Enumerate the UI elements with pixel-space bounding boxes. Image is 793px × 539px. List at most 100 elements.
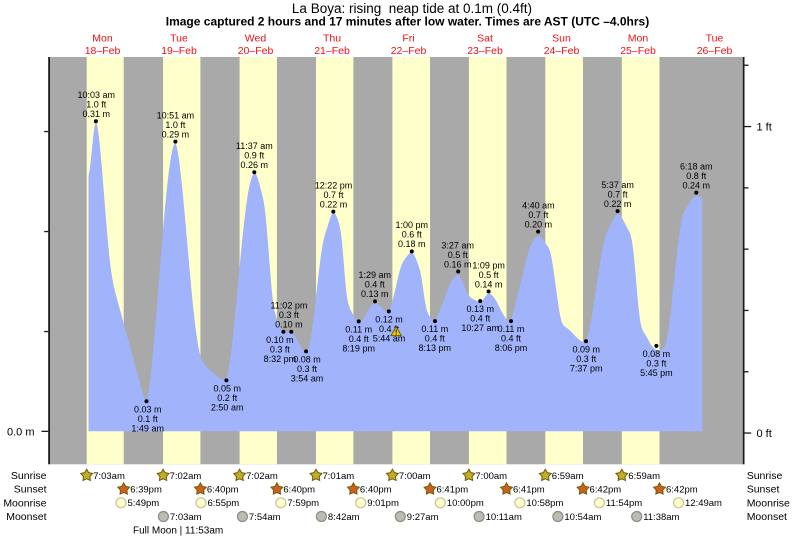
- svg-text:18–Feb: 18–Feb: [85, 45, 121, 57]
- svg-text:Wed: Wed: [245, 33, 267, 45]
- svg-text:0.26 m: 0.26 m: [241, 160, 269, 170]
- svg-text:0.9 ft: 0.9 ft: [244, 151, 265, 161]
- svg-text:6:40pm: 6:40pm: [207, 485, 239, 496]
- svg-text:12:49am: 12:49am: [685, 498, 722, 509]
- svg-text:0.2 ft: 0.2 ft: [217, 393, 238, 403]
- svg-text:3:54 am: 3:54 am: [291, 373, 324, 383]
- svg-text:8:06 pm: 8:06 pm: [495, 343, 528, 353]
- svg-text:0.08 m: 0.08 m: [643, 349, 671, 359]
- svg-text:Sunset: Sunset: [747, 484, 780, 496]
- svg-text:Fri: Fri: [402, 33, 414, 45]
- svg-text:6:41pm: 6:41pm: [513, 485, 545, 496]
- svg-text:Sunrise: Sunrise: [11, 470, 47, 482]
- svg-text:11:02 pm: 11:02 pm: [270, 301, 307, 311]
- svg-text:10:51 am: 10:51 am: [157, 110, 195, 120]
- svg-text:1:00 pm: 1:00 pm: [396, 220, 429, 230]
- svg-text:Moonset: Moonset: [6, 511, 46, 523]
- svg-text:6:42pm: 6:42pm: [666, 485, 698, 496]
- svg-text:10:00pm: 10:00pm: [447, 498, 484, 509]
- svg-text:1.0 ft: 1.0 ft: [86, 100, 107, 110]
- svg-text:0.16 m: 0.16 m: [444, 259, 472, 269]
- svg-text:0.14 m: 0.14 m: [475, 279, 503, 289]
- svg-text:1:09 pm: 1:09 pm: [472, 260, 505, 270]
- svg-text:0.3 ft: 0.3 ft: [576, 354, 597, 364]
- svg-text:8:32 pm: 8:32 pm: [264, 354, 297, 364]
- svg-text:0.8 ft: 0.8 ft: [686, 171, 707, 181]
- svg-text:0.11 m: 0.11 m: [498, 324, 525, 334]
- svg-text:8:42am: 8:42am: [328, 512, 360, 523]
- svg-text:26–Feb: 26–Feb: [697, 45, 733, 57]
- svg-text:0.12 m: 0.12 m: [375, 314, 403, 324]
- svg-text:0.7 ft: 0.7 ft: [528, 210, 549, 220]
- svg-text:Moonset: Moonset: [747, 511, 787, 523]
- svg-text:7:03am: 7:03am: [93, 471, 125, 482]
- svg-text:6:39pm: 6:39pm: [130, 485, 162, 496]
- svg-text:5:37 am: 5:37 am: [601, 180, 634, 190]
- svg-text:Sat: Sat: [477, 33, 493, 45]
- svg-text:25–Feb: 25–Feb: [620, 45, 656, 57]
- svg-text:Image captured 2 hours and 17: Image captured 2 hours and 17 minutes af…: [166, 14, 649, 28]
- svg-text:1:49 am: 1:49 am: [131, 423, 164, 433]
- svg-text:8:19 pm: 8:19 pm: [342, 343, 375, 353]
- svg-text:0 ft: 0 ft: [757, 428, 772, 440]
- svg-text:0.4 ft: 0.4 ft: [470, 314, 491, 324]
- svg-text:1 ft: 1 ft: [757, 122, 772, 134]
- svg-text:Mon: Mon: [92, 33, 113, 45]
- svg-text:0.3 ft: 0.3 ft: [270, 344, 291, 354]
- svg-text:0.5 ft: 0.5 ft: [448, 250, 469, 260]
- svg-text:0.4 ft: 0.4 ft: [425, 334, 446, 344]
- svg-text:0.3 ft: 0.3 ft: [279, 310, 300, 320]
- svg-text:7:59pm: 7:59pm: [287, 498, 319, 509]
- svg-text:0.11 m: 0.11 m: [421, 324, 448, 334]
- svg-text:23–Feb: 23–Feb: [467, 45, 503, 57]
- svg-text:0.08 m: 0.08 m: [293, 354, 321, 364]
- svg-text:19–Feb: 19–Feb: [161, 45, 197, 57]
- svg-text:6:40pm: 6:40pm: [283, 485, 315, 496]
- svg-text:Tue: Tue: [170, 33, 188, 45]
- svg-text:6:59am: 6:59am: [552, 471, 584, 482]
- svg-text:7:01am: 7:01am: [323, 471, 355, 482]
- svg-text:0.13 m: 0.13 m: [361, 289, 389, 299]
- svg-text:9:27am: 9:27am: [407, 512, 439, 523]
- svg-text:20–Feb: 20–Feb: [238, 45, 274, 57]
- svg-text:0.10 m: 0.10 m: [275, 320, 303, 330]
- svg-text:0.22 m: 0.22 m: [320, 199, 348, 209]
- svg-text:7:02am: 7:02am: [170, 471, 202, 482]
- svg-text:0.4 ft: 0.4 ft: [365, 280, 386, 290]
- svg-text:11:54pm: 11:54pm: [606, 498, 642, 509]
- svg-text:0.24 m: 0.24 m: [683, 180, 711, 190]
- svg-text:0.1 ft: 0.1 ft: [138, 414, 159, 424]
- svg-text:0.20 m: 0.20 m: [525, 219, 553, 229]
- svg-text:4:40 am: 4:40 am: [522, 200, 555, 210]
- svg-text:7:03am: 7:03am: [170, 512, 202, 523]
- svg-text:0.4 ft: 0.4 ft: [349, 334, 370, 344]
- svg-text:0.22 m: 0.22 m: [604, 199, 632, 209]
- svg-text:2:50 am: 2:50 am: [211, 402, 244, 412]
- svg-text:Tue: Tue: [706, 33, 724, 45]
- svg-text:0.7 ft: 0.7 ft: [323, 190, 344, 200]
- svg-text:0.6 ft: 0.6 ft: [402, 230, 423, 240]
- svg-text:0.11 m: 0.11 m: [345, 324, 372, 334]
- svg-text:1:29 am: 1:29 am: [359, 270, 392, 280]
- svg-text:7:00am: 7:00am: [475, 471, 507, 482]
- svg-text:Mon: Mon: [628, 33, 649, 45]
- svg-text:10:11am: 10:11am: [486, 512, 522, 523]
- svg-text:0.18 m: 0.18 m: [398, 239, 426, 249]
- svg-text:10:27 am: 10:27 am: [461, 323, 499, 333]
- svg-text:10:54am: 10:54am: [564, 512, 601, 523]
- svg-text:10:58pm: 10:58pm: [526, 498, 563, 509]
- svg-text:0.05 m: 0.05 m: [213, 383, 241, 393]
- svg-text:0.09 m: 0.09 m: [572, 344, 600, 354]
- svg-text:8:13 pm: 8:13 pm: [419, 343, 452, 353]
- svg-text:Thu: Thu: [323, 33, 341, 45]
- svg-text:0.10 m: 0.10 m: [266, 335, 294, 345]
- svg-text:La Boya: rising neap tide at: La Boya: rising neap tide at 0.1m (0.4ft…: [292, 1, 532, 16]
- svg-text:11:38am: 11:38am: [643, 512, 679, 523]
- svg-text:5:49pm: 5:49pm: [128, 498, 160, 509]
- svg-text:6:40pm: 6:40pm: [360, 485, 392, 496]
- svg-text:Sun: Sun: [552, 33, 571, 45]
- svg-text:0.3 ft: 0.3 ft: [297, 364, 318, 374]
- svg-text:24–Feb: 24–Feb: [544, 45, 580, 57]
- svg-text:0.4 ft: 0.4 ft: [501, 334, 522, 344]
- svg-text:0.5 ft: 0.5 ft: [479, 270, 500, 280]
